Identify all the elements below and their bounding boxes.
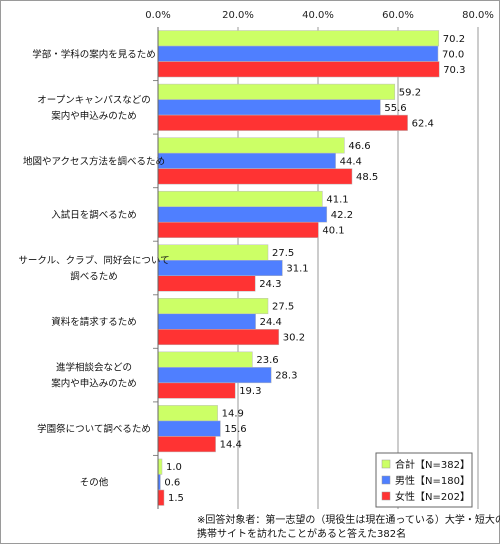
value-label: 24.3 bbox=[259, 279, 281, 290]
value-label: 0.6 bbox=[164, 478, 180, 489]
value-label: 59.2 bbox=[399, 87, 421, 98]
bar bbox=[157, 329, 280, 346]
value-label: 1.5 bbox=[168, 493, 184, 504]
value-label: 41.1 bbox=[326, 194, 348, 205]
bar bbox=[157, 260, 283, 276]
category-label: 案内や申込みのため bbox=[51, 110, 137, 122]
value-label: 70.3 bbox=[443, 65, 465, 76]
value-label: 15.6 bbox=[224, 424, 246, 435]
value-label: 70.2 bbox=[443, 34, 465, 45]
bar bbox=[157, 30, 440, 47]
value-label: 62.4 bbox=[412, 118, 434, 129]
bar bbox=[157, 313, 256, 330]
value-label: 24.4 bbox=[260, 317, 282, 328]
x-tick-label: 20.0% bbox=[222, 10, 254, 21]
bar bbox=[157, 61, 440, 78]
legend-swatch bbox=[381, 491, 391, 501]
legend-swatch bbox=[381, 475, 391, 485]
value-label: 27.5 bbox=[272, 248, 294, 259]
value-label: 19.3 bbox=[239, 386, 261, 397]
category-label: 入試日を調べるため bbox=[51, 209, 137, 221]
value-label: 28.3 bbox=[275, 371, 297, 382]
bar bbox=[157, 206, 328, 223]
bar bbox=[157, 137, 345, 154]
category-label: 進学相談会などの bbox=[56, 362, 132, 374]
bar bbox=[157, 351, 253, 368]
category-label: オープンキャンパスなどの bbox=[37, 95, 150, 106]
legend-swatch bbox=[381, 459, 391, 469]
value-label: 1.0 bbox=[166, 462, 182, 473]
value-label: 23.6 bbox=[256, 355, 278, 366]
bar bbox=[157, 298, 269, 315]
bar bbox=[157, 190, 323, 207]
value-label: 40.1 bbox=[322, 225, 344, 236]
legend-label: 女性【N=202】 bbox=[395, 490, 470, 503]
footnote-line-2: 携帯サイトを訪れたことがあると答えた382名 bbox=[197, 529, 407, 540]
value-label: 31.1 bbox=[286, 264, 308, 275]
bar bbox=[157, 275, 256, 292]
value-label: 30.2 bbox=[283, 333, 305, 344]
category-label: 資料を請求するため bbox=[51, 316, 137, 328]
category-label: 案内や申込みのため bbox=[51, 378, 137, 390]
bar bbox=[157, 45, 439, 62]
bar bbox=[157, 436, 216, 453]
bar-chart: 0.0% 20.0% 40.0% 60.0% 80.0% 70.2 70.0 70.3 学部・学… bbox=[18, 10, 494, 509]
category-label: 学園祭について調べるため bbox=[37, 423, 151, 435]
category-label: 学部・学科の案内を見るため bbox=[32, 48, 156, 60]
x-tick-label: 40.0% bbox=[302, 10, 334, 21]
bar bbox=[157, 83, 396, 100]
value-label: 42.2 bbox=[331, 210, 353, 221]
footnote-line-1: ※回答対象者：第一志望の（現役生は現在通っている）大学・短大の bbox=[197, 515, 500, 526]
legend-box bbox=[375, 452, 473, 508]
x-tick-label: 80.0% bbox=[462, 10, 494, 21]
bar bbox=[157, 382, 236, 399]
category-label: サークル、クラブ、同好会について bbox=[18, 255, 169, 267]
value-label: 14.4 bbox=[220, 440, 242, 451]
value-label: 44.4 bbox=[340, 156, 362, 167]
bar bbox=[157, 114, 408, 131]
value-label: 55.6 bbox=[384, 103, 406, 114]
value-label: 46.6 bbox=[348, 141, 370, 152]
bar bbox=[157, 420, 221, 437]
x-tick-label: 60.0% bbox=[382, 10, 414, 21]
category-label: 調べるため bbox=[70, 271, 118, 283]
value-label: 48.5 bbox=[356, 172, 378, 183]
value-label: 14.9 bbox=[222, 409, 244, 420]
category-label: 地図やアクセス方法を調べるため bbox=[23, 155, 165, 167]
category-label: その他 bbox=[80, 477, 109, 489]
bar bbox=[157, 152, 336, 169]
footnote: ※回答対象者：第一志望の（現役生は現在通っている）大学・短大の 携帯サイトを訪れ… bbox=[197, 514, 500, 542]
value-label: 70.0 bbox=[442, 49, 464, 60]
bar bbox=[157, 489, 165, 506]
value-label: 27.5 bbox=[272, 302, 294, 313]
legend-label: 男性【N=180】 bbox=[395, 474, 470, 487]
bar bbox=[157, 367, 272, 384]
bar bbox=[157, 99, 381, 116]
bar bbox=[157, 244, 269, 261]
bar bbox=[157, 405, 218, 422]
bar bbox=[157, 221, 319, 238]
bar bbox=[157, 458, 163, 475]
legend-label: 合計【N=382】 bbox=[395, 458, 470, 471]
x-tick-label: 0.0% bbox=[145, 10, 170, 21]
bar bbox=[157, 168, 353, 185]
